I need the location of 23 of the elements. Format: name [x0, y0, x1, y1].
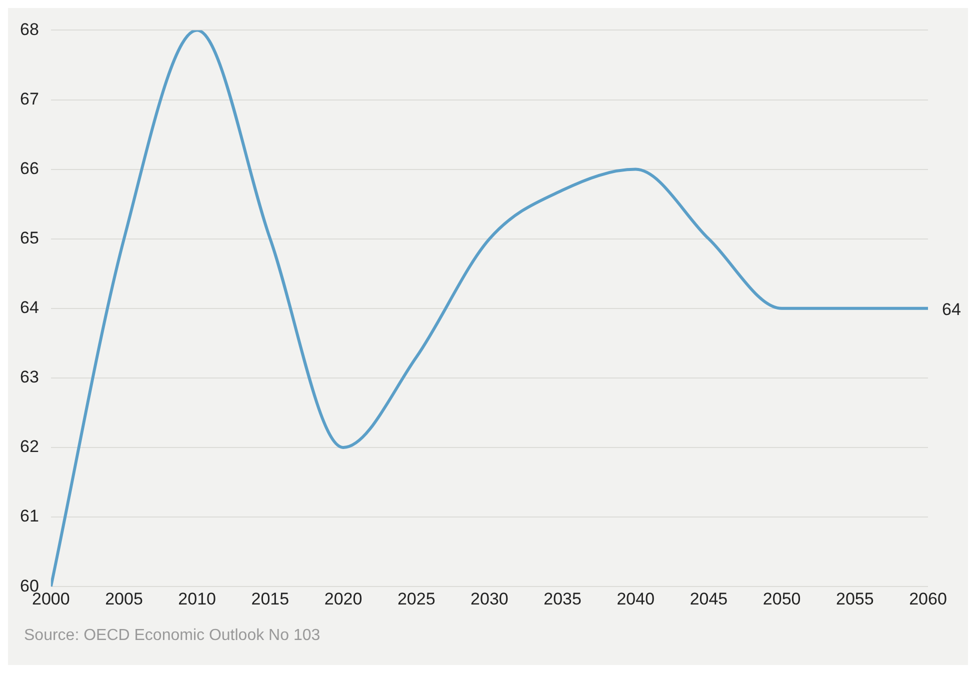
y-tick-label: 67	[20, 89, 39, 108]
x-tick-label: 2020	[324, 589, 362, 608]
x-tick-label: 2030	[470, 589, 508, 608]
x-tick-label: 2035	[544, 589, 582, 608]
x-tick-label: 2040	[616, 589, 655, 608]
y-tick-label: 61	[20, 506, 39, 526]
source-note: Source: OECD Economic Outlook No 103	[23, 626, 322, 646]
y-tick-label: 62	[20, 437, 39, 456]
y-tick-label: 68	[20, 20, 39, 39]
annotation: 64	[942, 300, 961, 320]
x-tick-label: 2005	[105, 589, 143, 608]
y-tick-label: 66	[20, 158, 39, 178]
x-tick-label: 2025	[397, 589, 436, 608]
line-series	[50, 30, 928, 587]
y-tick-label: 64	[20, 298, 39, 318]
x-tick-label: 2060	[909, 589, 947, 608]
y-tick-label: 65	[20, 228, 39, 248]
x-tick-label: 2045	[690, 589, 728, 608]
x-tick-label: 2055	[836, 589, 874, 608]
x-tick-label: 2050	[762, 589, 801, 608]
y-tick-label: 63	[20, 368, 39, 387]
x-tick-label: 2015	[251, 589, 290, 608]
x-tick-label: 2010	[178, 589, 216, 608]
